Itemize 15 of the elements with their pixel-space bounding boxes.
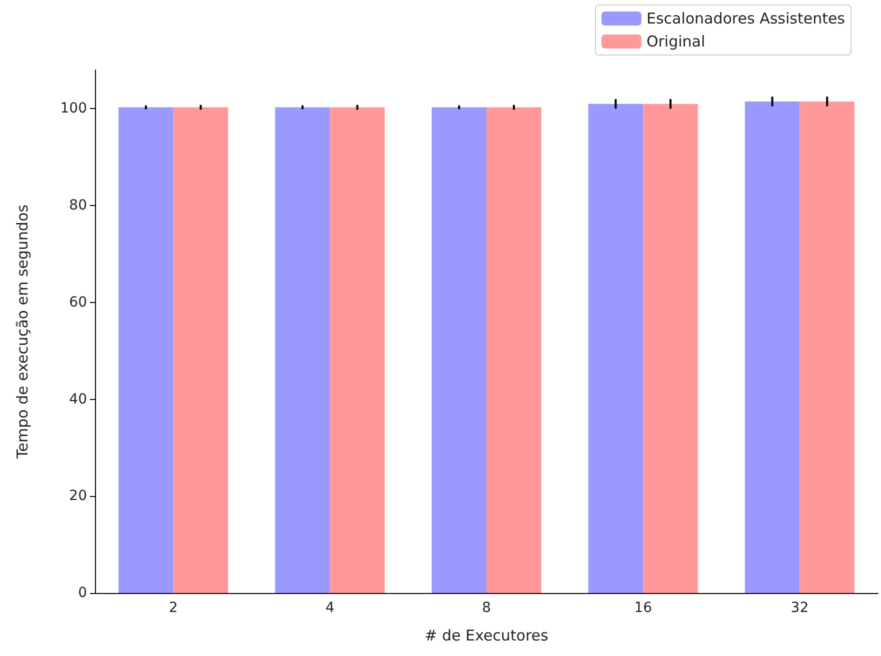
x-tick-label: 2 bbox=[168, 600, 178, 616]
x-tick-label: 8 bbox=[482, 600, 491, 616]
x-tick-label: 16 bbox=[634, 600, 652, 616]
x-axis-title: # de Executores bbox=[424, 626, 549, 644]
y-axis-title: Tempo de execução em segundos bbox=[14, 204, 32, 460]
x-tick-label: 32 bbox=[790, 600, 809, 616]
y-tick-label: 40 bbox=[69, 391, 87, 408]
y-tick-label: 20 bbox=[69, 488, 87, 504]
y-tick-label: 80 bbox=[69, 198, 87, 214]
y-tick-label: 100 bbox=[60, 100, 87, 117]
y-tick-label: 0 bbox=[78, 585, 87, 601]
legend-label: Escalonadores Assistentes bbox=[646, 10, 846, 28]
legend-label: Original bbox=[646, 32, 706, 50]
x-tick-label: 4 bbox=[325, 600, 334, 616]
y-tick-label: 60 bbox=[69, 294, 87, 310]
